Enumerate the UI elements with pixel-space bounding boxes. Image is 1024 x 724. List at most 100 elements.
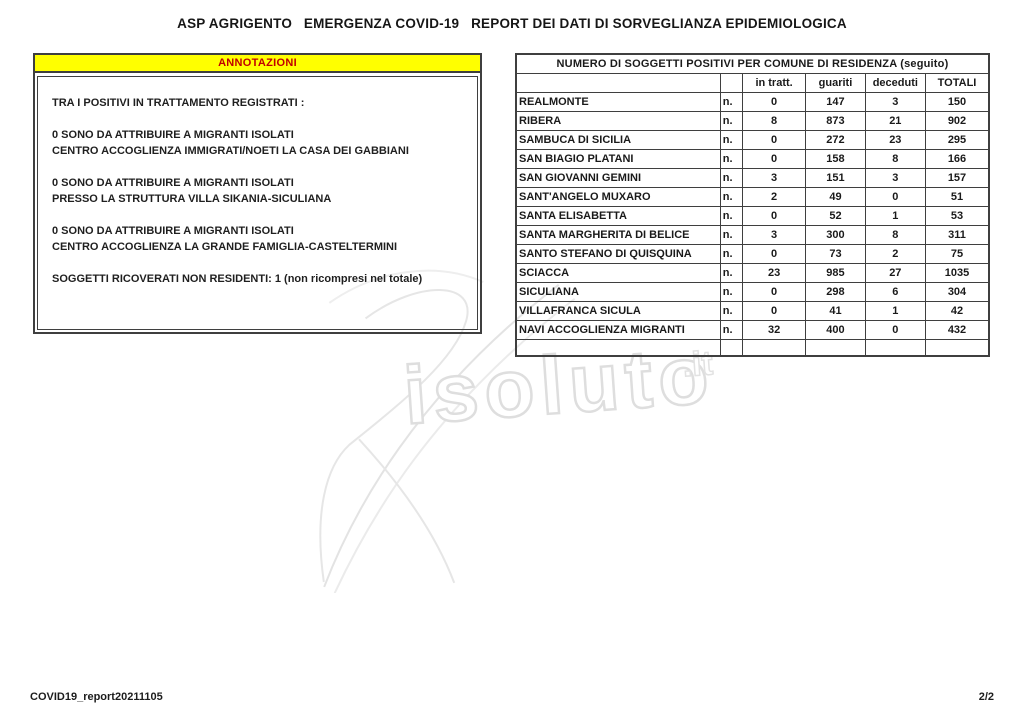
cell-n-label: n.: [719, 149, 743, 169]
cell-n-label: n.: [719, 282, 743, 302]
cell-totali: 311: [925, 225, 990, 245]
table-row: VILLAFRANCA SICULA n. 0 41 1 42: [515, 301, 990, 321]
empty-cell: [925, 339, 990, 357]
cell-n-label: n.: [719, 168, 743, 188]
cell-comune: SANTA MARGHERITA DI BELICE: [515, 225, 721, 245]
footer-filename: COVID19_report20211105: [30, 691, 163, 703]
cell-comune: SCIACCA: [515, 263, 721, 283]
cell-totali: 902: [925, 111, 990, 131]
cell-deceduti: 3: [864, 168, 927, 188]
cell-comune: SICULIANA: [515, 282, 721, 302]
cell-deceduti: 8: [864, 149, 927, 169]
cell-n-label: n.: [719, 320, 743, 340]
cell-totali: 42: [925, 301, 990, 321]
cell-totali: 157: [925, 168, 990, 188]
cell-n-label: n.: [719, 206, 743, 226]
cell-guariti: 300: [805, 225, 866, 245]
cell-comune: SANTO STEFANO DI QUISQUINA: [515, 244, 721, 264]
cell-guariti: 41: [805, 301, 866, 321]
cell-n-label: n.: [719, 130, 743, 150]
cell-in-tratt: 3: [741, 168, 807, 188]
cell-comune: SAMBUCA DI SICILIA: [515, 130, 721, 150]
empty-cell: [805, 339, 866, 357]
table-row: SANT'ANGELO MUXARO n. 2 49 0 51: [515, 187, 990, 207]
cell-totali: 53: [925, 206, 990, 226]
positives-table-container: NUMERO DI SOGGETTI POSITIVI PER COMUNE D…: [515, 53, 990, 357]
cell-guariti: 298: [805, 282, 866, 302]
cell-n-label: n.: [719, 111, 743, 131]
cell-comune: VILLAFRANCA SICULA: [515, 301, 721, 321]
page-title: ASP AGRIGENTO EMERGENZA COVID-19 REPORT …: [177, 16, 847, 31]
cell-n-label: n.: [719, 301, 743, 321]
table-row: REALMONTE n. 0 147 3 150: [515, 92, 990, 112]
cell-deceduti: 23: [864, 130, 927, 150]
cell-guariti: 400: [805, 320, 866, 340]
column-header-guariti: guariti: [805, 73, 866, 93]
table-row: SICULIANA n. 0 298 6 304: [515, 282, 990, 302]
table-row: SANTA MARGHERITA DI BELICE n. 3 300 8 31…: [515, 225, 990, 245]
cell-n-label: n.: [719, 244, 743, 264]
empty-cell: [515, 339, 721, 357]
table-empty-row: [515, 339, 990, 357]
cell-in-tratt: 0: [741, 301, 807, 321]
column-header-in-tratt: in tratt.: [741, 73, 807, 93]
cell-in-tratt: 2: [741, 187, 807, 207]
cell-in-tratt: 0: [741, 92, 807, 112]
empty-cell: [741, 339, 807, 357]
empty-cell: [864, 339, 927, 357]
cell-in-tratt: 0: [741, 244, 807, 264]
cell-in-tratt: 23: [741, 263, 807, 283]
cell-deceduti: 3: [864, 92, 927, 112]
cell-n-label: n.: [719, 92, 743, 112]
annotation-paragraph: 0 SONO DA ATTRIBUIRE A MIGRANTI ISOLATI …: [52, 225, 398, 253]
cell-guariti: 873: [805, 111, 866, 131]
table-title-row: NUMERO DI SOGGETTI POSITIVI PER COMUNE D…: [515, 53, 990, 74]
table-row: SAN BIAGIO PLATANI n. 0 158 8 166: [515, 149, 990, 169]
cell-comune: SAN BIAGIO PLATANI: [515, 149, 721, 169]
table-header-row: in tratt. guariti deceduti TOTALI: [515, 73, 990, 93]
cell-totali: 75: [925, 244, 990, 264]
cell-totali: 1035: [925, 263, 990, 283]
table-title: NUMERO DI SOGGETTI POSITIVI PER COMUNE D…: [515, 53, 990, 74]
table-row: SCIACCA n. 23 985 27 1035: [515, 263, 990, 283]
table-row: NAVI ACCOGLIENZA MIGRANTI n. 32 400 0 43…: [515, 320, 990, 340]
cell-totali: 166: [925, 149, 990, 169]
cell-comune: SANTA ELISABETTA: [515, 206, 721, 226]
cell-totali: 150: [925, 92, 990, 112]
footer-page-number: 2/2: [978, 691, 994, 703]
cell-comune: SAN GIOVANNI GEMINI: [515, 168, 721, 188]
annotation-paragraph: 0 SONO DA ATTRIBUIRE A MIGRANTI ISOLATI …: [52, 177, 332, 205]
cell-in-tratt: 3: [741, 225, 807, 245]
annotation-paragraph: 0 SONO DA ATTRIBUIRE A MIGRANTI ISOLATI …: [52, 129, 409, 157]
cell-in-tratt: 0: [741, 149, 807, 169]
header-comune-blank: [515, 73, 721, 93]
cell-n-label: n.: [719, 263, 743, 283]
cell-totali: 304: [925, 282, 990, 302]
column-header-totali: TOTALI: [925, 73, 990, 93]
header-n-blank: [719, 73, 743, 93]
annotation-paragraph: SOGGETTI RICOVERATI NON RESIDENTI: 1 (no…: [52, 273, 423, 285]
cell-guariti: 985: [805, 263, 866, 283]
cell-totali: 51: [925, 187, 990, 207]
positives-table: NUMERO DI SOGGETTI POSITIVI PER COMUNE D…: [515, 53, 990, 357]
cell-comune: RIBERA: [515, 111, 721, 131]
cell-guariti: 158: [805, 149, 866, 169]
cell-n-label: n.: [719, 225, 743, 245]
cell-totali: 295: [925, 130, 990, 150]
table-row: SANTA ELISABETTA n. 0 52 1 53: [515, 206, 990, 226]
cell-in-tratt: 0: [741, 206, 807, 226]
cell-deceduti: 1: [864, 206, 927, 226]
cell-guariti: 147: [805, 92, 866, 112]
table-row: SANTO STEFANO DI QUISQUINA n. 0 73 2 75: [515, 244, 990, 264]
cell-guariti: 49: [805, 187, 866, 207]
cell-comune: NAVI ACCOGLIENZA MIGRANTI: [515, 320, 721, 340]
annotations-body: TRA I POSITIVI IN TRATTAMENTO REGISTRATI…: [37, 76, 478, 330]
cell-guariti: 73: [805, 244, 866, 264]
cell-deceduti: 0: [864, 187, 927, 207]
cell-guariti: 52: [805, 206, 866, 226]
empty-cell: [719, 339, 743, 357]
table-row: SAMBUCA DI SICILIA n. 0 272 23 295: [515, 130, 990, 150]
annotations-header: ANNOTAZIONI: [35, 55, 480, 73]
annotations-box: ANNOTAZIONI TRA I POSITIVI IN TRATTAMENT…: [33, 53, 482, 334]
